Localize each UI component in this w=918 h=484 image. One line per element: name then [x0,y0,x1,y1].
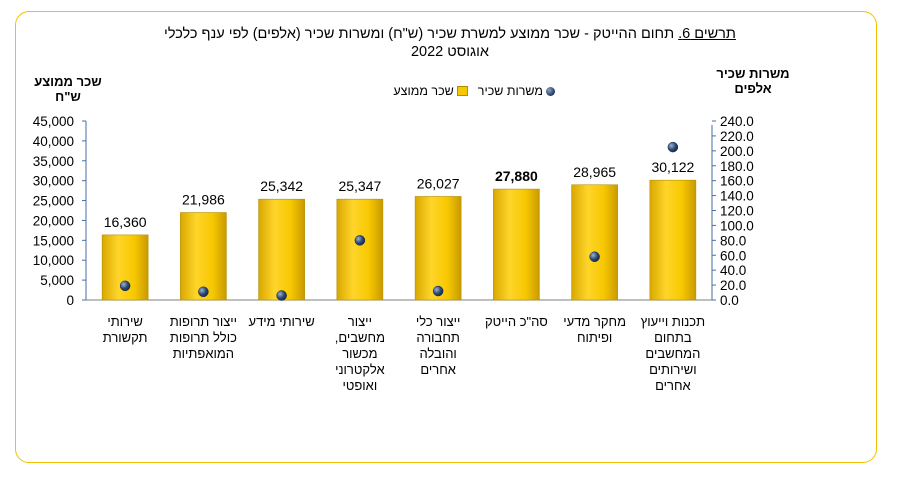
legend-bar-marker [456,86,468,96]
jobs-point [276,290,287,301]
x-category-label: ייצור כלי [416,314,461,329]
jobs-point [589,251,600,262]
jobs-point [198,286,209,298]
bar-value-label: 21,986 [182,192,225,208]
legend-jobs-label: משרות שכיר [477,84,543,98]
right-axis-tick-label: 0.0 [720,293,739,308]
right-axis-title-line2: אלפים [734,81,772,96]
bar [649,179,697,301]
x-category-label: ואופטי [343,378,378,393]
bar-value-label: 27,880 [495,168,538,184]
x-category-label: סה"כ הייטק [485,314,548,329]
x-category-label: אלקטרוני [335,362,385,377]
jobs-point [354,235,366,246]
left-axis-title: שכר ממוצע ש"ח [28,74,108,104]
left-axis-tick-label: 35,000 [33,154,74,169]
right-axis-tick-label: 200.0 [720,144,754,159]
right-axis-tick-label: 20.0 [720,278,746,293]
x-category-label: אחרים [655,378,691,393]
right-axis-tick-label: 60.0 [720,248,746,263]
left-axis-tick-label: 10,000 [33,253,74,268]
x-category-label: בתחום [654,330,692,345]
left-axis-title-line1: שכר ממוצע [34,74,102,89]
x-category-label: ייצור תרופות [170,314,237,329]
left-axis-tick-label: 45,000 [33,114,74,129]
right-axis-tick-label: 240.0 [720,114,754,129]
bar [414,196,462,301]
left-axis-tick-label: 30,000 [33,174,74,189]
right-axis-title: משרות שכיר אלפים [708,66,798,96]
x-category-label: מחקר מדעי [563,314,626,329]
legend-dot-marker [546,86,555,96]
bar-value-label: 16,360 [104,214,147,230]
x-category-label: תחבורה [416,330,460,345]
x-category-label: ושירותים [649,362,696,377]
right-axis-tick-label: 180.0 [720,159,754,174]
right-axis-tick-label: 120.0 [720,204,754,219]
bar [336,198,384,301]
jobs-point [667,141,679,153]
jobs-point [432,285,444,297]
right-axis-tick-label: 220.0 [720,129,754,144]
x-category-label: מחשבים, [335,330,385,345]
right-axis-tick-label: 140.0 [720,189,754,204]
legend-item-jobs: משרות שכיר [478,84,555,98]
chart-subtitle: אוגוסט 2022 [410,44,490,60]
bar-value-label: 28,965 [573,164,616,180]
left-axis-title-line2: ש"ח [55,89,81,104]
right-axis-tick-label: 80.0 [720,233,746,248]
bar-value-label: 30,122 [651,159,694,175]
legend-item-wage: שכר ממוצע [393,84,468,98]
bar-value-label: 26,027 [417,175,460,191]
chart-frame [15,11,877,463]
right-axis-tick-label: 160.0 [720,174,754,189]
bar-value-label: 25,347 [338,178,381,194]
x-category-label: שירותי [107,314,143,329]
bar [180,212,227,301]
left-axis-tick-label: 40,000 [33,134,74,149]
right-axis-tick-label: 100.0 [720,218,754,233]
x-category-label: אחרים [420,362,456,377]
x-category-label: שירותי מידע [249,314,315,329]
legend: משרות שכיר שכר ממוצע [345,84,555,98]
chart-number: תרשים 6. [678,26,736,42]
bar [258,198,305,301]
x-category-label: והובלה [419,346,456,361]
x-category-label: המואפתיות [173,346,234,361]
bar-value-label: 25,342 [260,178,303,194]
x-category-label: ייצור [348,314,372,329]
x-category-label: ופיתוח [577,330,612,345]
left-axis-tick-label: 20,000 [33,213,74,228]
jobs-point [119,280,131,292]
chart-title: תרשים 6. תחום ההייטק - שכר ממוצע למשרת ש… [100,26,800,43]
x-category-label: המחשבים [645,346,700,361]
right-axis-tick-label: 40.0 [720,263,746,278]
legend-wage-label: שכר ממוצע [393,84,454,98]
x-category-label: תקשורת [103,330,148,345]
left-axis-tick-label: 0 [66,293,74,308]
bar [493,188,540,301]
right-axis-title-line1: משרות שכיר [716,66,790,81]
left-axis-tick-label: 15,000 [33,233,74,248]
bar [571,184,618,301]
left-axis-tick-label: 5,000 [40,273,74,288]
x-category-label: מכשור [342,346,377,361]
x-category-label: כולל תרופות [170,330,237,345]
left-axis-tick-label: 25,000 [33,194,74,209]
x-category-label: תכנות וייעוץ [641,314,705,329]
chart-title-text: תחום ההייטק - שכר ממוצע למשרת שכיר (ש"ח)… [164,26,679,42]
